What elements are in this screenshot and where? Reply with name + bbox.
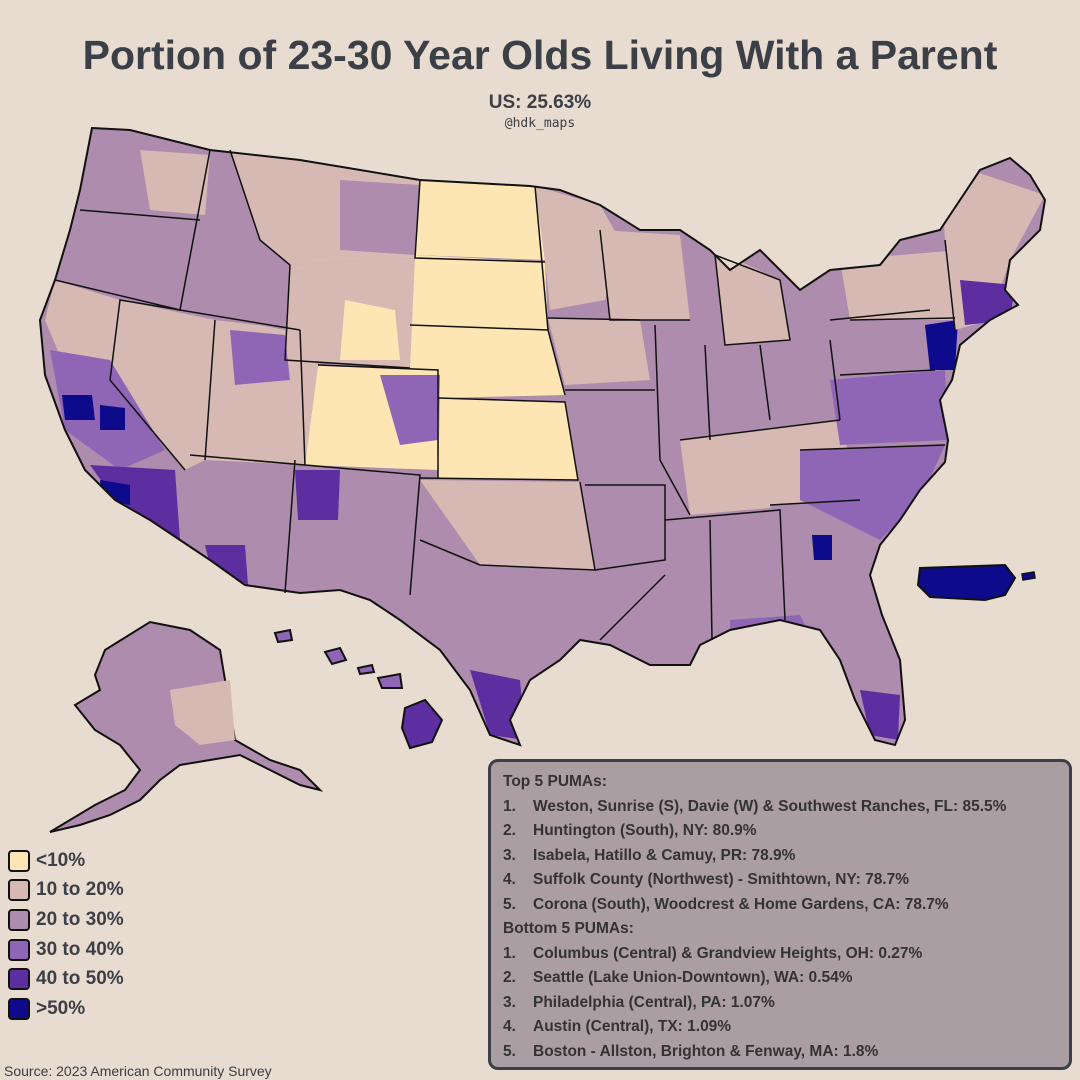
- rank-text: Suffolk County (Northwest) - Smithtown, …: [533, 871, 910, 888]
- region-idaho: [180, 150, 290, 330]
- region-florida-south: [860, 690, 900, 740]
- legend-swatch: [8, 968, 30, 991]
- top5-item: 1. Weston, Sunrise (S), Davie (W) & Sout…: [503, 795, 1057, 820]
- state-borders: [38, 126, 1047, 747]
- region-oklahoma: [420, 480, 595, 570]
- region-pennsylvania: [830, 310, 935, 375]
- region-virginia: [830, 370, 948, 445]
- region-iowa: [548, 318, 650, 385]
- map-subtitle: US: 25.63%: [488, 92, 592, 113]
- region-nm-northwest: [295, 470, 340, 520]
- top5-item: 4. Suffolk County (Northwest) - Smithtow…: [503, 868, 1057, 893]
- bottom5-item: 1. Columbus (Central) & Grandview Height…: [503, 942, 1057, 967]
- rank-number: 3.: [503, 993, 516, 1011]
- region-illinois: [655, 325, 710, 470]
- bottom5-item: 5. Boston - Allston, Brighton & Fenway, …: [503, 1040, 1057, 1065]
- rank-text: Philadelphia (Central), PA: 1.07%: [533, 993, 775, 1011]
- region-michigan: [715, 250, 790, 345]
- region-california-south: [90, 465, 180, 540]
- region-minnesota: [535, 186, 620, 310]
- bottom5-item: 4. Austin (Central), TX: 1.09%: [503, 1015, 1057, 1040]
- region-new-york: [840, 250, 965, 320]
- legend-swatch: [8, 938, 30, 961]
- region-mississippi-alabama: [665, 510, 785, 645]
- top5-heading: Top 5 PUMAs:: [503, 773, 607, 790]
- region-washington-east: [140, 150, 210, 215]
- legend-label: <10%: [36, 849, 86, 871]
- map-title: Portion of 23-30 Year Olds Living With a…: [82, 32, 998, 78]
- region-montana-east: [340, 180, 420, 255]
- rank-number: 2.: [503, 969, 516, 986]
- rank-text: Seattle (Lake Union-Downtown), WA: 0.54%: [533, 969, 853, 986]
- alaska-east: [170, 680, 235, 745]
- legend-item: 20 to 30%: [8, 905, 124, 935]
- puerto-rico-islet: [1021, 571, 1036, 581]
- region-north-dakota: [415, 180, 545, 260]
- rank-text: Boston - Allston, Brighton & Fenway, MA:…: [533, 1042, 879, 1060]
- legend-label: 20 to 30%: [36, 908, 124, 930]
- region-boston: [960, 280, 1015, 325]
- rank-number: 2.: [503, 822, 516, 839]
- rank-text: Corona (South), Woodcrest & Home Gardens…: [533, 895, 949, 913]
- rank-text: Huntington (South), NY: 80.9%: [533, 822, 757, 839]
- legend-item: 40 to 50%: [8, 964, 124, 994]
- legend-swatch: [8, 849, 30, 872]
- region-nyc-nj: [925, 320, 958, 370]
- legend-item: 10 to 20%: [8, 876, 124, 906]
- region-kansas: [438, 398, 578, 480]
- legend-label: 30 to 40%: [36, 938, 124, 960]
- rank-number: 1.: [503, 944, 516, 962]
- rank-number: 4.: [503, 871, 516, 888]
- rank-text: Isabela, Hatillo & Camuy, PR: 78.9%: [533, 846, 796, 864]
- region-indiana-ohio: [705, 340, 840, 440]
- bottom5-item: 2. Seattle (Lake Union-Downtown), WA: 0.…: [503, 966, 1057, 991]
- legend-label: >50%: [36, 997, 86, 1019]
- legend-item: <10%: [8, 846, 124, 876]
- rank-text: Weston, Sunrise (S), Davie (W) & Southwe…: [533, 797, 1007, 815]
- bottom5-item: 3. Philadelphia (Central), PA: 1.07%: [503, 991, 1057, 1016]
- rank-number: 5.: [503, 1042, 516, 1060]
- region-colorado-mid: [380, 375, 440, 445]
- region-utah-north: [230, 330, 290, 385]
- region-missouri: [565, 390, 680, 480]
- rank-number: 1.: [503, 797, 516, 815]
- legend-swatch: [8, 997, 30, 1020]
- author-handle: @hdk_maps: [504, 116, 576, 131]
- region-nevada: [110, 300, 215, 470]
- legend: <10% 10 to 20% 20 to 30% 30 to 40% 40 to…: [8, 846, 124, 1024]
- top5-item: 2. Huntington (South), NY: 80.9%: [503, 819, 1057, 844]
- legend-label: 10 to 20%: [36, 879, 124, 901]
- region-wisconsin: [600, 230, 690, 320]
- top5-item: 5. Corona (South), Woodcrest & Home Gard…: [503, 893, 1057, 918]
- region-california-bay: [62, 395, 95, 420]
- rank-text: Columbus (Central) & Grandview Heights, …: [533, 944, 923, 962]
- region-wyoming-light: [340, 300, 400, 360]
- region-arkansas: [585, 485, 665, 565]
- legend-swatch: [8, 879, 30, 902]
- rank-number: 5.: [503, 895, 516, 913]
- legend-item: >50%: [8, 994, 124, 1024]
- region-carolinas: [800, 445, 945, 540]
- region-california-valley: [100, 405, 125, 430]
- hawaii: [273, 628, 444, 750]
- source-note: Source: 2023 American Community Survey: [4, 1063, 272, 1079]
- rank-number: 3.: [503, 846, 516, 864]
- region-atlanta: [812, 535, 832, 560]
- ranking-panel: Top 5 PUMAs: 1. Weston, Sunrise (S), Dav…: [488, 759, 1072, 1070]
- bottom5-heading: Bottom 5 PUMAs:: [503, 920, 634, 937]
- puerto-rico: [916, 563, 1017, 602]
- conus-map: [40, 128, 1045, 745]
- region-south-dakota: [410, 255, 548, 330]
- legend-swatch: [8, 908, 30, 931]
- rank-number: 4.: [503, 1018, 516, 1035]
- legend-item: 30 to 40%: [8, 935, 124, 965]
- region-arizona-south: [205, 545, 248, 585]
- top5-item: 3. Isabela, Hatillo & Camuy, PR: 78.9%: [503, 844, 1057, 869]
- rank-text: Austin (Central), TX: 1.09%: [533, 1018, 732, 1035]
- region-nebraska: [405, 325, 565, 398]
- legend-label: 40 to 50%: [36, 968, 124, 990]
